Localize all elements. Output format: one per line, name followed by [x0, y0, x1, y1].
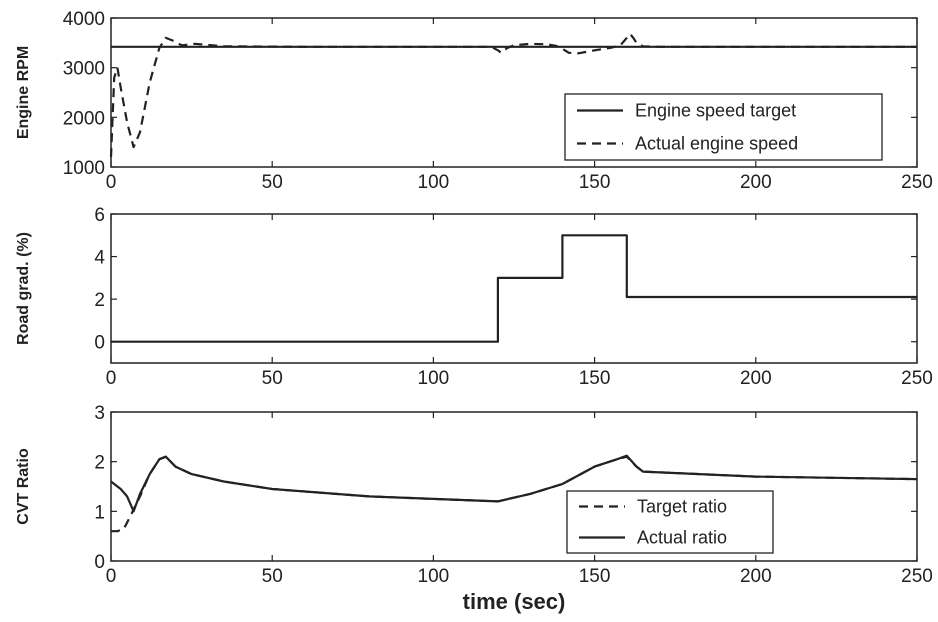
x-tick-label: 100 — [418, 368, 450, 389]
x-tick-label: 250 — [901, 368, 933, 389]
plot-frame — [110, 213, 918, 364]
legend-box — [566, 490, 774, 554]
x-tick-label: 50 — [262, 368, 283, 389]
series-road-gradient — [111, 234, 917, 343]
panel-2: 0 50 100 150 200 250 0 2 4 6 Road grad. (%) — [15, 205, 933, 389]
x-tick-label: 50 — [262, 566, 283, 587]
legend-entry: Target ratio — [637, 497, 727, 517]
y-tick-label: 2 — [94, 290, 105, 311]
x-tick-label: 200 — [740, 172, 772, 193]
y-tick-label: 1 — [94, 502, 105, 523]
x-tick-label: 150 — [579, 368, 611, 389]
x-tick-label: 250 — [901, 566, 933, 587]
y-tick-label: 4000 — [63, 9, 105, 30]
x-tick-label: 50 — [262, 172, 283, 193]
x-tick-label: 0 — [106, 566, 117, 587]
x-tick-label: 100 — [418, 172, 450, 193]
plot-frame — [110, 411, 918, 562]
y-axis-label: Engine RPM — [15, 46, 32, 139]
x-tick-label: 250 — [901, 172, 933, 193]
x-tick-label: 150 — [579, 566, 611, 587]
y-axis-label: CVT Ratio — [15, 448, 32, 525]
legend-entry: Engine speed target — [635, 101, 796, 121]
panel-1: 0 50 100 150 200 250 1000 2000 3000 4000 Engine RP… — [15, 9, 933, 193]
y-tick-label: 3000 — [63, 59, 105, 80]
y-tick-label: 2 — [94, 453, 105, 474]
panel-3: 0 50 100 150 200 250 0 1 2 3 CVT Ratio time (sec) Ta… — [15, 403, 933, 614]
y-tick-label: 6 — [94, 205, 105, 226]
x-axis-label: time (sec) — [463, 589, 566, 614]
y-tick-label: 0 — [94, 333, 105, 354]
y-tick-label: 2000 — [63, 108, 105, 129]
series-actual-ratio — [110, 454, 918, 513]
y-tick-label: 4 — [94, 248, 105, 269]
legend: Target ratio Actual ratio — [566, 490, 774, 554]
x-tick-label: 200 — [740, 566, 772, 587]
y-tick-label: 1000 — [63, 158, 105, 179]
y-tick-label: 0 — [94, 552, 105, 573]
y-tick-label: 3 — [94, 403, 105, 424]
legend-box — [564, 93, 883, 161]
x-tick-label: 0 — [106, 172, 117, 193]
x-tick-label: 200 — [740, 368, 772, 389]
legend: Engine speed target Actual engine speed — [564, 93, 883, 161]
x-tick-label: 150 — [579, 172, 611, 193]
y-axis-label: Road grad. (%) — [15, 232, 32, 345]
series-actual-engine-speed — [109, 32, 917, 158]
legend-entry: Actual ratio — [637, 528, 727, 548]
x-tick-label: 100 — [418, 566, 450, 587]
legend-entry: Actual engine speed — [635, 134, 798, 154]
x-tick-label: 0 — [106, 368, 117, 389]
